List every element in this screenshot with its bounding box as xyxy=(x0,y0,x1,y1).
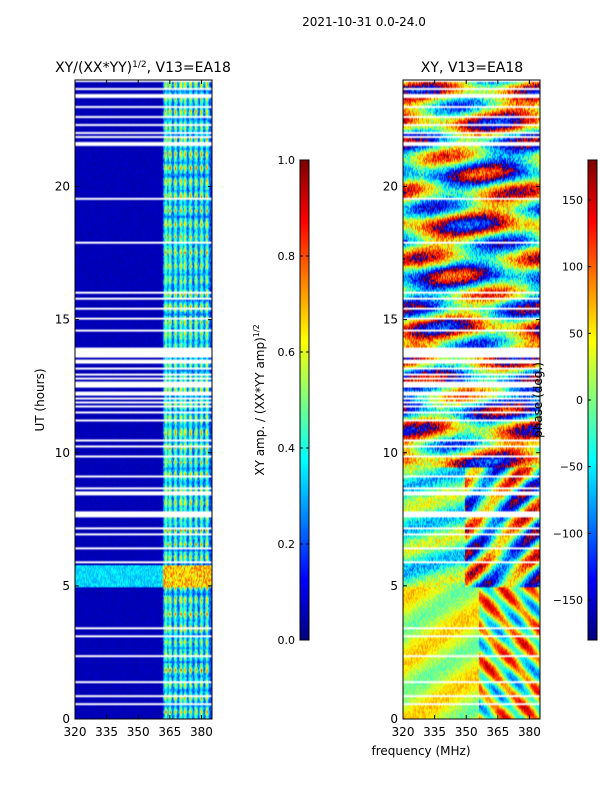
x-tick-label: 350 xyxy=(127,725,150,739)
amp-colorbar-gradient xyxy=(300,160,309,640)
x-tick-label: 380 xyxy=(518,725,541,739)
x-tick-label: 335 xyxy=(95,725,118,739)
amp-plot-title: XY/(XX*YY)1/2, V13=EA18 xyxy=(55,60,231,76)
colorbar-tick-label: 0.8 xyxy=(278,250,296,263)
phase-plot-title: XY, V13=EA18 xyxy=(421,60,523,76)
colorbar-tick-label: 0.0 xyxy=(278,634,296,647)
phase-colorbar-gradient xyxy=(588,160,597,640)
amp-axis-ticks: 320 335 350 365 380 0 5 10 15 20 xyxy=(55,80,213,739)
colorbar-tick-label: −50 xyxy=(560,461,583,474)
amp-colorbar-label: XY amp. / (XX*YY amp)1/2 xyxy=(252,324,267,475)
y-tick-label: 5 xyxy=(390,579,398,593)
panel-amplitude: XY/(XX*YY)1/2, V13=EA18 320 335 350 365 380 0… xyxy=(33,60,231,739)
colorbar-tick-label: 1.0 xyxy=(278,154,296,167)
amp-heatmap-image xyxy=(75,80,212,719)
x-tick-label: 335 xyxy=(423,725,446,739)
x-tick-label: 365 xyxy=(158,725,181,739)
colorbar-tick-label: 0.4 xyxy=(278,442,296,455)
x-tick-label: 320 xyxy=(392,725,415,739)
phase-xlabel: frequency (MHz) xyxy=(371,744,470,758)
phase-colorbar-label: phase (deg.) xyxy=(531,362,545,438)
colorbar-tick-label: 150 xyxy=(562,194,583,207)
x-tick-label: 320 xyxy=(64,725,87,739)
x-tick-label: 380 xyxy=(190,725,213,739)
colorbar-tick-label: 0 xyxy=(576,394,583,407)
colorbar-tick-label: 100 xyxy=(562,261,583,274)
y-tick-label: 10 xyxy=(55,446,70,460)
colorbar-tick-label: −150 xyxy=(553,594,583,607)
phase-heatmap-image xyxy=(403,80,540,719)
phase-colorbar: −150 −100 −50 0 50 100 150 phase (deg.) xyxy=(531,159,598,641)
amp-colorbar-frame xyxy=(299,159,310,641)
colorbar-tick-label: 0.6 xyxy=(278,346,296,359)
phase-axes-frame xyxy=(402,79,541,720)
x-tick-label: 350 xyxy=(455,725,478,739)
x-tick-label: 365 xyxy=(486,725,509,739)
y-tick-label: 15 xyxy=(383,313,398,327)
y-tick-label: 10 xyxy=(383,446,398,460)
colorbar-tick-label: 0.2 xyxy=(278,538,296,551)
y-tick-label: 15 xyxy=(55,313,70,327)
colorbar-tick-label: −100 xyxy=(553,527,583,540)
phase-colorbar-ticks: −150 −100 −50 0 50 100 150 xyxy=(553,194,591,607)
amp-colorbar-ticks: 0.0 0.2 0.4 0.6 0.8 1.0 xyxy=(278,154,309,647)
y-tick-label: 20 xyxy=(383,180,398,194)
y-tick-label: 0 xyxy=(62,712,70,726)
y-tick-label: 5 xyxy=(62,579,70,593)
phase-axis-ticks: 320 335 350 365 380 0 5 10 15 20 xyxy=(383,80,541,739)
amp-colorbar: 0.0 0.2 0.4 0.6 0.8 1.0 XY amp. / (XX*YY amp)… xyxy=(252,154,310,647)
amp-axes-frame xyxy=(74,79,213,720)
amp-ylabel: UT (hours) xyxy=(33,368,47,431)
y-tick-label: 0 xyxy=(390,712,398,726)
colorbar-tick-label: 50 xyxy=(569,327,583,340)
panel-phase: XY, V13=EA18 320 335 350 365 380 0 5 10 15 20 fre… xyxy=(371,60,540,758)
figure-suptitle: 2021-10-31 0.0-24.0 xyxy=(302,15,426,29)
y-tick-label: 20 xyxy=(55,180,70,194)
